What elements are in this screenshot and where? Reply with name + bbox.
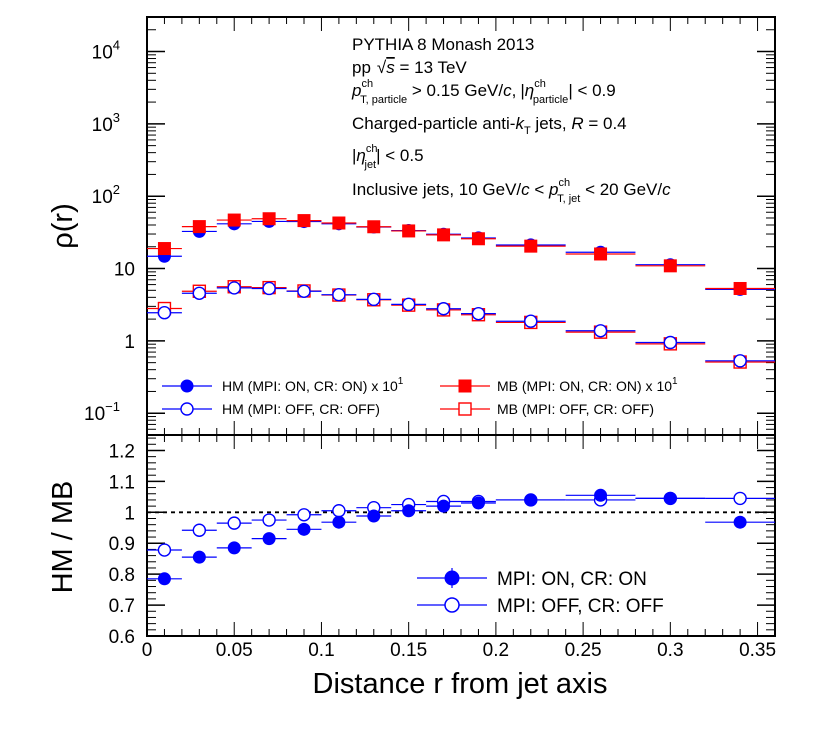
top-mb-mpi-on-cr-on-x--point (594, 247, 608, 261)
annotation-inclusive: Inclusive jets, 10 GeV/c < pch T, jet < 2… (352, 177, 671, 205)
top-hm-mpi-off-cr-off--point (157, 306, 172, 320)
top-legend: HM (MPI: ON, CR: ON) x 101 HM (MPI: OFF,… (162, 376, 678, 417)
annotation-generator: PYTHIA 8 Monash 2013 (352, 35, 534, 54)
top-hm-mpi-off-cr-off--point (471, 306, 486, 321)
bottom-mpi-on-cr-on-point (471, 496, 485, 510)
top-mb-mpi-on-cr-on-x--point (297, 214, 311, 228)
bottom-ytick-label: 1 (124, 503, 135, 524)
bottom-ytick-label: 0.8 (109, 565, 135, 586)
bottom-mpi-on-cr-on-point (262, 532, 276, 546)
legend-label-hm-off: HM (MPI: OFF, CR: OFF) (222, 401, 380, 417)
top-hm-mpi-off-cr-off--point (227, 281, 241, 295)
legend-marker-mb-on (458, 379, 472, 393)
top-mb-mpi-on-cr-on-x--point (524, 239, 538, 253)
top-ytick-label: 1 (124, 332, 135, 353)
annotation-energy: pp √s = 13 TeV (352, 58, 467, 77)
bottom-mpi-on-cr-on-point (594, 488, 608, 502)
top-mb-mpi-on-cr-on-x--point (157, 242, 171, 256)
top-ytick-label: 10 (114, 260, 135, 281)
bottom-mpi-off-cr-off-point (192, 523, 207, 537)
bottom-mpi-off-cr-off-point (227, 516, 241, 530)
annotation-eta-jet: |ηch jet| < 0.5 (352, 143, 424, 171)
bottom-mpi-off-cr-off-point (733, 491, 747, 506)
top-mb-mpi-on-cr-on-x--point (733, 281, 747, 295)
legend-label-mb-on: MB (MPI: ON, CR: ON) x 101 (497, 376, 678, 394)
top-mb-mpi-on-cr-on-x--point (367, 220, 381, 234)
top-mb-mpi-on-cr-on-x--point (471, 232, 485, 246)
top-mb-mpi-on-cr-on-x--point (437, 228, 451, 242)
top-hm-mpi-off-cr-off--point (436, 302, 451, 316)
legend-marker-hm-off (180, 402, 194, 416)
legend-label-ratio-on: MPI: ON, CR: ON (497, 569, 647, 590)
bottom-mpi-on-cr-on-point (402, 504, 416, 518)
bottom-mpi-on-cr-on-point (524, 493, 538, 507)
legend-label-mb-off: MB (MPI: OFF, CR: OFF) (497, 401, 654, 417)
legend-marker-ratio-off (444, 597, 460, 613)
bottom-mpi-on-cr-on-point (297, 522, 311, 536)
x-tick-label: 0.3 (657, 640, 683, 661)
top-ytick-label: 104 (92, 38, 120, 64)
top-hm-mpi-off-cr-off--point (262, 281, 276, 296)
x-axis-title: Distance r from jet axis (313, 668, 608, 700)
top-hm-mpi-off-cr-off--point (524, 314, 538, 328)
bottom-mpi-on-cr-on-point (192, 550, 206, 564)
annotation-block: PYTHIA 8 Monash 2013 pp √s = 13 TeV pch T,… (351, 35, 671, 205)
top-mb-mpi-on-cr-on-x--point (192, 220, 206, 234)
top-ytick-label: 10−1 (84, 399, 120, 425)
top-ytick-label: 102 (92, 182, 120, 208)
top-hm-mpi-off-cr-off--point (332, 287, 346, 302)
bottom-mpi-off-cr-off-point (297, 508, 311, 522)
x-tick-label: 0.05 (216, 640, 253, 661)
legend-label-ratio-off: MPI: OFF, CR: OFF (497, 596, 664, 617)
top-hm-mpi-off-cr-off--point (367, 292, 381, 307)
legend-marker-hm-on (180, 379, 194, 393)
bottom-mpi-on-cr-on-point (367, 509, 381, 523)
bottom-ytick-label: 1.2 (109, 441, 135, 462)
top-mb-mpi-on-cr-on-x--point (227, 213, 241, 227)
bottom-mpi-on-cr-on-point (663, 491, 677, 505)
legend-marker-ratio-on (444, 570, 460, 586)
top-mb-mpi-on-cr-on-x--point (262, 212, 276, 226)
top-mb-mpi-on-cr-on-x--point (663, 259, 677, 273)
top-hm-mpi-off-cr-off--point (401, 297, 416, 312)
top-hm-mpi-off-cr-off--point (192, 286, 207, 300)
x-tick-label: 0.25 (565, 640, 602, 661)
top-panel-frame (146, 16, 776, 436)
bottom-mpi-on-cr-on-point (157, 572, 171, 586)
annotation-jet-def: Charged-particle anti-kT jets, R = 0.4 (352, 114, 627, 137)
bottom-mpi-off-cr-off-point (332, 504, 346, 518)
legend-label-hm-on: HM (MPI: ON, CR: ON) x 101 (222, 376, 404, 394)
y-axis-title-bottom: HM / MB (47, 481, 79, 594)
top-mb-mpi-on-cr-on-x--point (332, 216, 346, 230)
top-mb-mpi-on-cr-on-x--point (402, 224, 416, 238)
bottom-mpi-off-cr-off-point (157, 543, 172, 557)
bottom-mpi-on-cr-on-point (733, 515, 747, 529)
legend-marker-mb-off (458, 402, 472, 416)
x-tick-label: 0.1 (308, 640, 334, 661)
y-axis-title-top: ρ(r) (47, 203, 79, 248)
top-hm-mpi-off-cr-off--point (593, 324, 608, 338)
bottom-mpi-off-cr-off-point (262, 513, 276, 527)
bottom-ytick-label: 0.7 (109, 596, 135, 617)
bottom-panel-frame (146, 434, 776, 637)
bottom-ytick-label: 1.1 (109, 472, 135, 493)
x-tick-label: 0.35 (739, 640, 776, 661)
bottom-legend: MPI: ON, CR: ON MPI: OFF, CR: OFF (417, 568, 664, 617)
x-tick-label: 0.15 (390, 640, 427, 661)
annotation-pt-cut: pch T, particle > 0.15 GeV/c, |ηch particle… (351, 78, 616, 106)
top-hm-mpi-off-cr-off--point (297, 284, 311, 298)
top-hm-mpi-off-cr-off--point (733, 354, 747, 368)
bottom-ytick-label: 0.9 (109, 534, 135, 555)
bottom-mpi-on-cr-on-point (332, 515, 346, 529)
bottom-mpi-on-cr-on-point (227, 541, 241, 555)
bottom-mpi-on-cr-on-point (437, 499, 451, 513)
bottom-ytick-label: 0.6 (109, 627, 135, 648)
bottom-panel: 0 0.05 0.1 0.15 0.2 0.25 0.3 0.35 0.6 0.7 0.8 0.9 1 1… (109, 435, 776, 661)
x-tick-label: 0.2 (483, 640, 509, 661)
top-ytick-label: 103 (92, 110, 120, 136)
x-tick-label: 0 (142, 640, 153, 661)
top-hm-mpi-off-cr-off--point (663, 335, 678, 350)
